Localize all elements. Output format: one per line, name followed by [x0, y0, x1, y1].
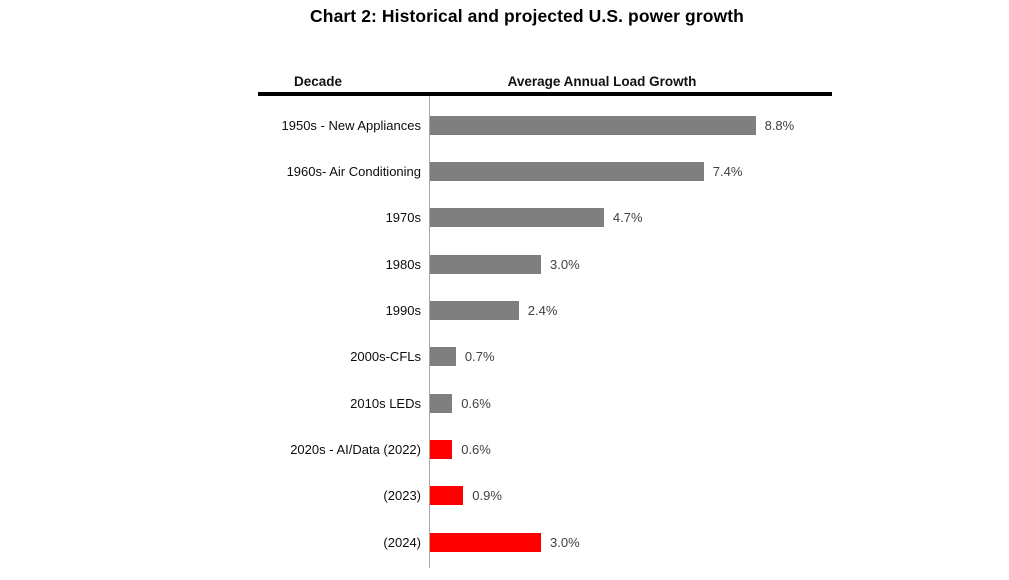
value-label: 8.8%: [764, 117, 795, 133]
bar-historical: [430, 161, 704, 181]
row-label: 1980s: [385, 256, 421, 272]
column-header-decade: Decade: [293, 74, 343, 89]
row-label: 1960s- Air Conditioning: [286, 163, 421, 179]
value-label: 0.7%: [464, 349, 495, 365]
column-header-load-growth: Average Annual Load Growth: [507, 74, 697, 89]
bar-historical: [430, 300, 519, 320]
row-label: 1970s: [385, 210, 421, 226]
row-label: (2024): [383, 534, 421, 550]
bar-historical: [430, 393, 453, 413]
row-label: (2023): [383, 488, 421, 504]
row-label: 2010s LEDs: [350, 395, 421, 411]
value-label: 2.4%: [527, 302, 558, 318]
value-label: 7.4%: [712, 163, 743, 179]
bar-historical: [430, 208, 604, 228]
bar-historical: [430, 347, 456, 367]
bar-projected: [430, 486, 464, 506]
row-label: 1950s - New Appliances: [281, 117, 421, 133]
value-label: 3.0%: [550, 534, 580, 550]
bar-historical: [430, 115, 756, 135]
header-rule: [258, 92, 832, 96]
chart-title: Chart 2: Historical and projected U.S. p…: [310, 6, 744, 26]
value-label: 0.9%: [472, 488, 502, 504]
value-label: 4.7%: [612, 210, 643, 226]
bar-projected: [430, 439, 453, 459]
value-label: 0.6%: [461, 395, 491, 411]
value-label: 0.6%: [461, 441, 491, 457]
row-label: 2000s-CFLs: [350, 349, 421, 365]
value-label: 3.0%: [550, 256, 580, 272]
row-label: 2020s - AI/Data (2022): [290, 441, 421, 457]
bar-projected: [430, 532, 541, 552]
row-label: 1990s: [385, 302, 421, 318]
y-axis-line: [429, 96, 431, 568]
bar-historical: [430, 254, 541, 274]
